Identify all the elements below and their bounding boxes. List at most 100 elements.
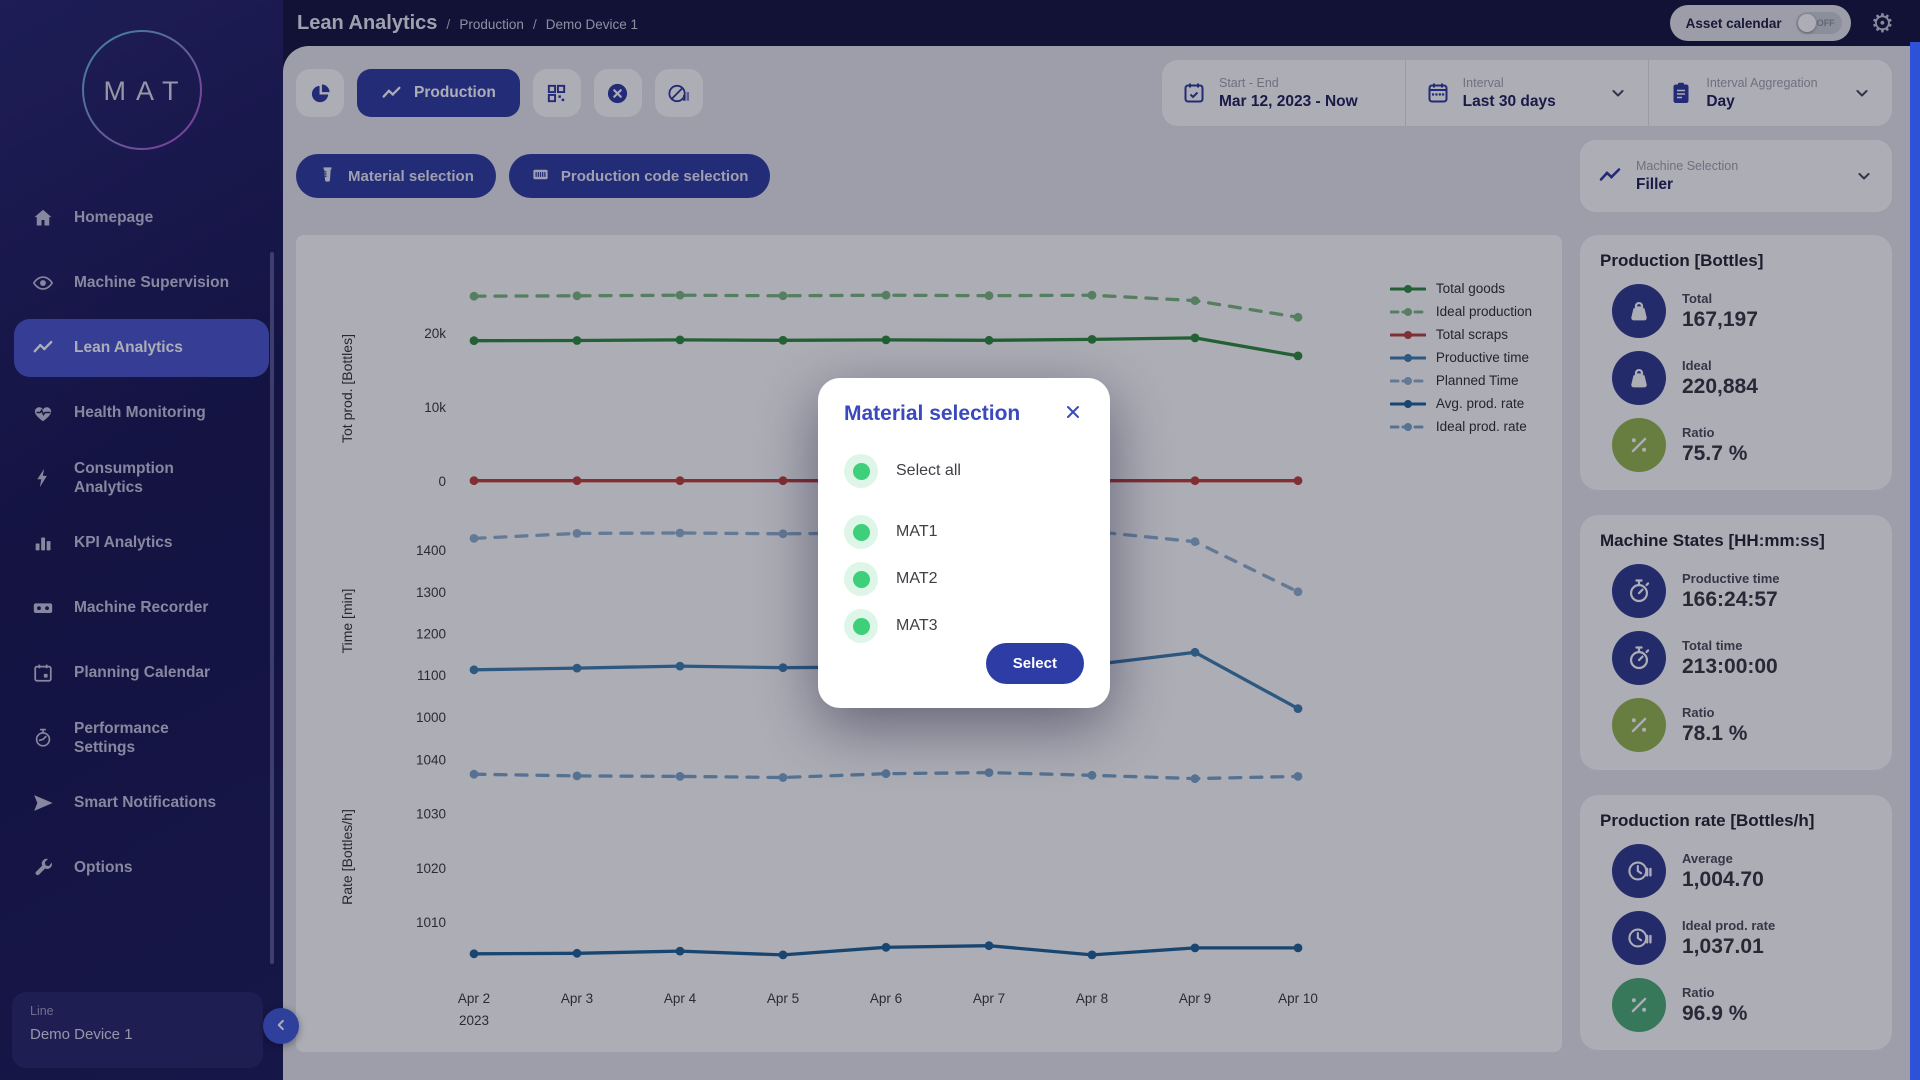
stat-card-title: Machine States [HH:mm:ss] xyxy=(1600,531,1825,550)
weight-icon xyxy=(1612,351,1666,405)
stat-value: 96.9 % xyxy=(1682,1001,1748,1025)
circle-x-icon xyxy=(606,82,629,105)
stat-label: Ideal xyxy=(1682,357,1712,373)
line-selector-card[interactable]: Line Demo Device 1 xyxy=(12,992,263,1068)
percent-icon xyxy=(1612,978,1666,1032)
filter-value: Mar 12, 2023 - Now xyxy=(1219,92,1358,110)
sidebar-item-options[interactable]: Options xyxy=(14,839,269,897)
production-code-selection-button[interactable]: Production code selection xyxy=(508,154,771,198)
sidebar-item-performance-settings[interactable]: Performance Settings xyxy=(14,709,269,767)
sidebar-item-consumption-analytics[interactable]: Consumption Analytics xyxy=(14,449,269,507)
legend-item-avg-prod-rate[interactable]: Avg. prod. rate xyxy=(1389,396,1532,411)
page-title: Lean Analytics xyxy=(297,11,438,34)
sidebar-item-kpi-analytics[interactable]: KPI Analytics xyxy=(14,514,269,572)
material-selection-button[interactable]: Material selection xyxy=(296,154,496,198)
clear-button[interactable] xyxy=(593,69,642,117)
machine-selection-label: Machine Selection xyxy=(1636,158,1739,173)
legend-item-planned-time[interactable]: Planned Time xyxy=(1389,373,1532,388)
svg-text:1000: 1000 xyxy=(416,710,446,725)
close-icon[interactable] xyxy=(1062,402,1084,424)
sidebar-item-label: Planning Calendar xyxy=(74,664,211,682)
legend-label: Productive time xyxy=(1435,350,1529,365)
stat-label: Ratio xyxy=(1682,424,1715,440)
sidebar-item-machine-supervision[interactable]: Machine Supervision xyxy=(14,254,269,312)
eye-icon xyxy=(32,272,54,294)
legend-item-total-goods[interactable]: Total goods xyxy=(1389,281,1532,296)
checkbox-checked-icon[interactable] xyxy=(844,609,878,643)
legend-item-ideal-production[interactable]: Ideal production xyxy=(1389,304,1532,319)
sidebar-collapse-button[interactable] xyxy=(263,1008,299,1044)
recorder-icon xyxy=(32,597,54,619)
stat-card-title: Production rate [Bottles/h] xyxy=(1600,811,1815,830)
logo-text: MAT xyxy=(103,76,188,106)
interval-select[interactable]: Interval Last 30 days xyxy=(1404,60,1649,126)
material-option-mat3[interactable]: MAT3 xyxy=(844,609,1084,643)
svg-text:Apr 2: Apr 2 xyxy=(458,991,490,1006)
stat-row-total-time: Total time 213:00:00 xyxy=(1600,631,1872,685)
checkbox-checked-icon[interactable] xyxy=(844,562,878,596)
svg-text:2023: 2023 xyxy=(459,1013,489,1028)
checkbox-checked-icon[interactable] xyxy=(844,454,878,488)
svg-text:1030: 1030 xyxy=(416,807,446,822)
clipboard-icon xyxy=(1669,81,1693,105)
line-value: Demo Device 1 xyxy=(30,1026,133,1043)
stat-row-ideal: Ideal 220,884 xyxy=(1600,351,1872,405)
breadcrumb-production[interactable]: Production xyxy=(459,16,524,32)
svg-text:1040: 1040 xyxy=(416,753,446,768)
trend-icon xyxy=(381,83,402,104)
asset-calendar-toggle-pill[interactable]: Asset calendar OFF xyxy=(1669,5,1851,41)
sidebar-item-lean-analytics[interactable]: Lean Analytics xyxy=(14,319,269,377)
gear-icon[interactable]: ⚙ xyxy=(1870,8,1894,38)
sidebar-item-health-monitoring[interactable]: Health Monitoring xyxy=(14,384,269,442)
clock-pause-icon xyxy=(1612,911,1666,965)
sidebar-item-smart-notifications[interactable]: Smart Notifications xyxy=(14,774,269,832)
material-option-mat1[interactable]: MAT1 xyxy=(844,515,1084,549)
select-all-option[interactable]: Select all xyxy=(844,454,1084,488)
sidebar-item-machine-recorder[interactable]: Machine Recorder xyxy=(14,579,269,637)
aggregation-select[interactable]: Interval Aggregation Day xyxy=(1648,60,1892,126)
filter-value: Day xyxy=(1706,92,1735,110)
asset-calendar-switch[interactable]: OFF xyxy=(1795,12,1842,34)
chevron-down-icon xyxy=(1854,166,1874,186)
main-area: Lean Analytics / Production / Demo Devic… xyxy=(283,0,1920,1080)
sidebar-scrollbar[interactable] xyxy=(270,252,274,964)
jar-icon xyxy=(318,165,337,188)
percent-icon xyxy=(1612,418,1666,472)
checkbox-checked-icon[interactable] xyxy=(844,515,878,549)
gauge-icon xyxy=(32,727,54,749)
svg-text:Apr 7: Apr 7 xyxy=(973,991,1005,1006)
legend-label: Ideal production xyxy=(1435,304,1532,319)
page-scrollbar[interactable] xyxy=(1910,42,1920,1080)
legend-item-productive-time[interactable]: Productive time xyxy=(1389,350,1532,365)
legend-swatch xyxy=(1389,284,1426,293)
pie-chart-button[interactable] xyxy=(296,69,344,117)
stat-value: 78.1 % xyxy=(1682,721,1748,745)
svg-text:0: 0 xyxy=(438,474,446,489)
option-label: MAT1 xyxy=(896,523,938,540)
chart-off-button[interactable] xyxy=(654,69,703,117)
grid-view-button[interactable] xyxy=(532,69,581,117)
legend-item-total-scraps[interactable]: Total scraps xyxy=(1389,327,1532,342)
production-button[interactable]: Production xyxy=(357,69,520,117)
date-range-picker[interactable]: Start - End Mar 12, 2023 - Now xyxy=(1162,60,1405,126)
svg-text:Apr 8: Apr 8 xyxy=(1076,991,1108,1006)
stat-label: Ratio xyxy=(1682,704,1715,720)
asset-calendar-label: Asset calendar xyxy=(1685,15,1782,31)
machine-selection-value: Filler xyxy=(1636,175,1674,193)
stat-row-ratio: Ratio 96.9 % xyxy=(1600,978,1872,1032)
breadcrumb-device[interactable]: Demo Device 1 xyxy=(545,16,639,32)
select-button[interactable]: Select xyxy=(985,643,1084,684)
material-option-mat2[interactable]: MAT2 xyxy=(844,562,1084,596)
svg-text:1300: 1300 xyxy=(416,585,446,600)
switch-state-label: OFF xyxy=(1816,18,1835,28)
svg-text:1020: 1020 xyxy=(416,861,446,876)
stopwatch-icon xyxy=(1612,564,1666,618)
machine-selection-dropdown[interactable]: Machine Selection Filler xyxy=(1580,140,1892,212)
sidebar-item-homepage[interactable]: Homepage xyxy=(14,189,269,247)
svg-text:1100: 1100 xyxy=(417,668,446,683)
sidebar-item-label: Performance Settings xyxy=(74,719,169,756)
send-icon xyxy=(32,792,54,814)
chart-legend: Total goods Ideal production Total scraps P… xyxy=(1389,281,1532,434)
sidebar-item-planning-calendar[interactable]: Planning Calendar xyxy=(14,644,269,702)
legend-item-ideal-prod-rate[interactable]: Ideal prod. rate xyxy=(1389,419,1532,434)
